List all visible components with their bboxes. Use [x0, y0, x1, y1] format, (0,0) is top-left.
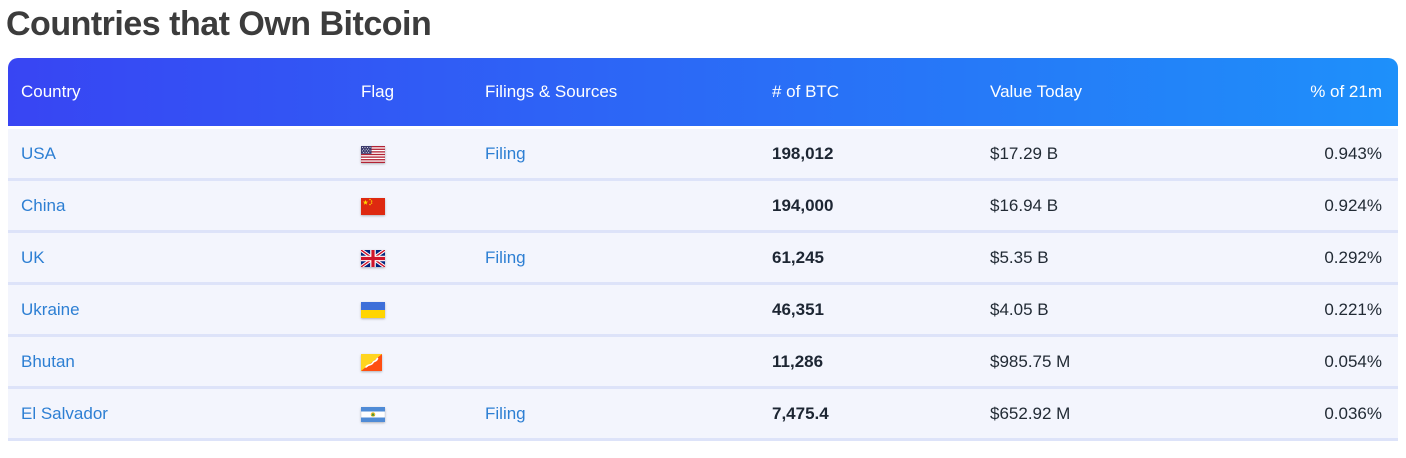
- country-link-usa[interactable]: USA: [21, 143, 56, 163]
- value-today-bhutan: $985.75 M: [990, 351, 1071, 371]
- filing-link-uk[interactable]: Filing: [485, 247, 526, 267]
- table-row-bhutan: Bhutan 11,286 $985.75 M 0.054%: [8, 337, 1398, 389]
- column-header-filings: Filings & Sources: [485, 82, 618, 101]
- btc-amount-uk: 61,245: [772, 247, 824, 267]
- value-today-uk: $5.35 B: [990, 247, 1049, 267]
- value-today-china: $16.94 B: [990, 195, 1059, 215]
- bhutan-flag-icon: [361, 353, 382, 371]
- column-header-btc: # of BTC: [772, 82, 840, 101]
- value-today-el-salvador: $652.92 M: [990, 403, 1071, 423]
- table-row-ukraine: Ukraine 46,351 $4.05 B 0.221%: [8, 285, 1398, 337]
- pct-21m-uk: 0.292%: [1324, 247, 1382, 267]
- ukraine-flag-icon: [361, 302, 385, 319]
- btc-amount-china: 194,000: [772, 195, 834, 215]
- column-header-flag: Flag: [361, 82, 395, 101]
- column-header-pct: % of 21m: [1310, 82, 1382, 101]
- country-link-china[interactable]: China: [21, 195, 66, 215]
- country-link-uk[interactable]: UK: [21, 247, 45, 267]
- table-row-uk: UK Filing 61,245 $5.35 B 0.292%: [8, 233, 1398, 285]
- china-flag-icon: [361, 197, 385, 215]
- table-row-usa: USA Filing 198,012 $17: [8, 129, 1398, 181]
- btc-amount-usa: 198,012: [772, 143, 834, 163]
- country-link-bhutan[interactable]: Bhutan: [21, 351, 75, 371]
- page-title: Countries that Own Bitcoin: [6, 5, 432, 43]
- filing-link-usa[interactable]: Filing: [485, 143, 526, 163]
- header-separator: [8, 126, 1398, 129]
- value-today-ukraine: $4.05 B: [990, 299, 1049, 319]
- value-today-usa: $17.29 B: [990, 143, 1059, 163]
- btc-amount-bhutan: 11,286: [772, 351, 824, 371]
- country-link-ukraine[interactable]: Ukraine: [21, 299, 80, 319]
- filing-link-el-salvador[interactable]: Filing: [485, 403, 526, 423]
- column-header-country: Country: [21, 82, 81, 101]
- el-salvador-flag-icon: [361, 406, 385, 422]
- table-row-china: China 194,000 $16.94 B 0.924%: [8, 181, 1398, 233]
- usa-flag-icon: [361, 145, 385, 163]
- table-header-row: Country Flag Filings & Sources # of BTC …: [8, 58, 1398, 126]
- pct-21m-ukraine: 0.221%: [1324, 299, 1382, 319]
- column-header-value: Value Today: [990, 82, 1082, 101]
- uk-flag-icon: [361, 249, 385, 267]
- table-row-el-salvador: El Salvador Filing 7,475.4 $652.92 M 0.0…: [8, 389, 1398, 441]
- btc-amount-ukraine: 46,351: [772, 299, 824, 319]
- btc-amount-el-salvador: 7,475.4: [772, 403, 829, 423]
- pct-21m-el-salvador: 0.036%: [1324, 403, 1382, 423]
- pct-21m-bhutan: 0.054%: [1324, 351, 1382, 371]
- pct-21m-china: 0.924%: [1324, 195, 1382, 215]
- countries-bitcoin-table: Country Flag Filings & Sources # of BTC …: [8, 58, 1398, 441]
- pct-21m-usa: 0.943%: [1324, 143, 1382, 163]
- country-link-el-salvador[interactable]: El Salvador: [21, 403, 108, 423]
